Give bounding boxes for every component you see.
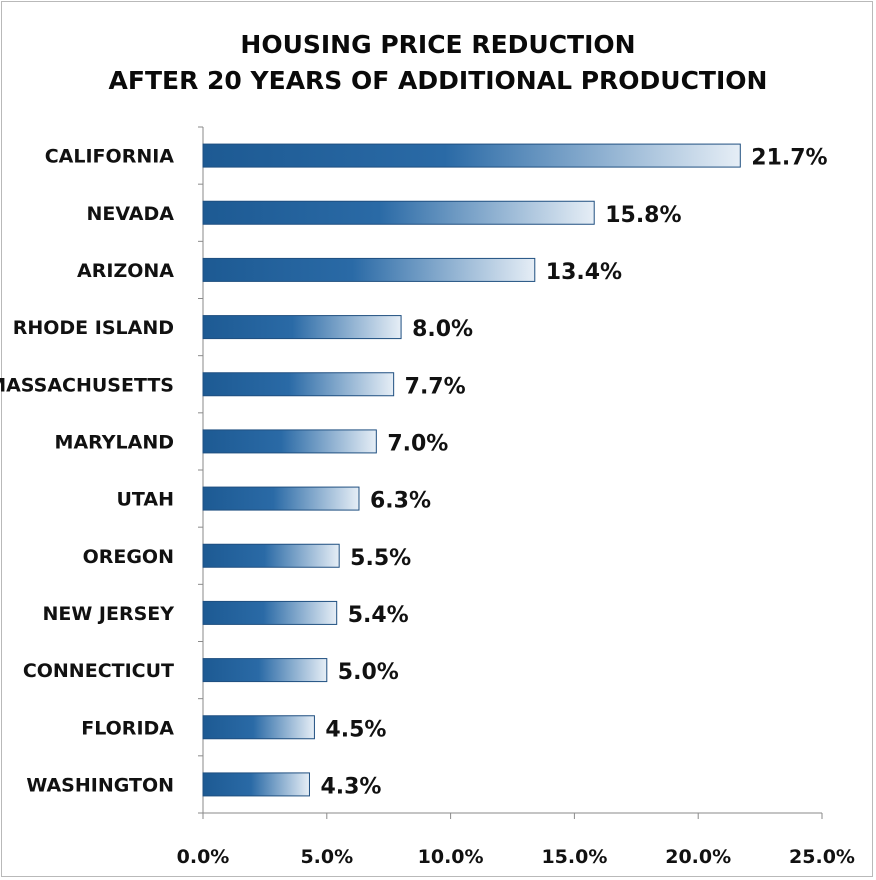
category-label: MARYLAND xyxy=(55,431,174,453)
data-label: 13.4% xyxy=(546,260,622,285)
bar xyxy=(202,772,310,797)
plot-area: 0.0% 5.0% 10.0% 15.0% 20.0% 25.0% CALIFORNIA 21… xyxy=(0,126,855,868)
category-label: NEW JERSEY xyxy=(42,603,174,625)
bar xyxy=(202,429,377,454)
category-label: NEVADA xyxy=(87,203,175,225)
bar xyxy=(202,600,338,625)
data-label: 6.3% xyxy=(370,489,431,514)
data-label: 5.0% xyxy=(338,660,399,685)
category-label: CALIFORNIA xyxy=(45,146,175,168)
category-label: CONNECTICUT xyxy=(23,660,174,682)
data-label: 8.0% xyxy=(412,317,473,342)
x-tick-label: 15.0% xyxy=(541,846,607,868)
category-label: WASHINGTON xyxy=(26,774,174,796)
data-label: 15.8% xyxy=(605,203,681,228)
data-label: 7.0% xyxy=(387,431,448,456)
chart-title-line-1: HOUSING PRICE REDUCTION xyxy=(240,30,636,59)
data-label: 5.5% xyxy=(350,546,411,571)
x-tick-label: 10.0% xyxy=(418,846,484,868)
bar xyxy=(202,658,328,683)
category-label: OREGON xyxy=(83,546,174,568)
bar xyxy=(202,543,340,568)
category-label: MASSACHUSETTS xyxy=(0,374,174,396)
bar xyxy=(202,315,402,340)
x-tick-label: 20.0% xyxy=(665,846,731,868)
data-label: 7.7% xyxy=(405,374,466,399)
chart-title-line-2: AFTER 20 YEARS OF ADDITIONAL PRODUCTION xyxy=(108,66,768,95)
x-tick-label: 5.0% xyxy=(300,846,353,868)
data-label: 4.5% xyxy=(325,717,386,742)
bar xyxy=(202,143,741,168)
bar xyxy=(202,715,315,740)
x-tick-label: 25.0% xyxy=(789,846,855,868)
bar xyxy=(202,372,395,397)
data-label: 5.4% xyxy=(348,603,409,628)
bar xyxy=(202,257,536,282)
data-label: 21.7% xyxy=(751,146,827,171)
data-label: 4.3% xyxy=(320,774,381,799)
category-label: ARIZONA xyxy=(77,260,174,282)
x-tick-label: 0.0% xyxy=(177,846,230,868)
bar xyxy=(202,200,595,225)
category-label: FLORIDA xyxy=(81,717,174,739)
category-label: RHODE ISLAND xyxy=(13,317,174,339)
category-label: UTAH xyxy=(116,489,174,511)
bar xyxy=(202,486,360,511)
